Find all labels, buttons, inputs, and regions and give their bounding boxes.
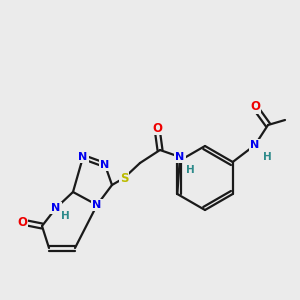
Text: N: N bbox=[51, 203, 61, 213]
Text: S: S bbox=[120, 172, 128, 184]
Text: N: N bbox=[78, 152, 88, 162]
Text: H: H bbox=[262, 152, 272, 162]
Text: O: O bbox=[152, 122, 162, 134]
Text: O: O bbox=[250, 100, 260, 113]
Text: N: N bbox=[92, 200, 102, 210]
Text: N: N bbox=[176, 152, 184, 162]
Text: H: H bbox=[186, 165, 194, 175]
Text: N: N bbox=[250, 140, 260, 150]
Text: O: O bbox=[17, 215, 27, 229]
Text: N: N bbox=[100, 160, 109, 170]
Text: H: H bbox=[61, 211, 69, 221]
